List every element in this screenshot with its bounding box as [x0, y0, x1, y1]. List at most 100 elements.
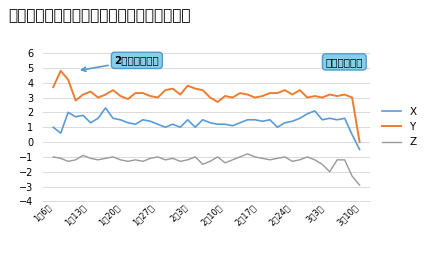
X — [260, 120, 265, 123]
X — [319, 118, 325, 121]
Y — [111, 89, 116, 92]
X — [111, 117, 116, 120]
X — [208, 121, 213, 124]
Y — [163, 89, 168, 92]
Text: 地震直前宮城県気仙沼に現れたプレスリップ: 地震直前宮城県気仙沼に現れたプレスリップ — [9, 8, 191, 23]
Z — [215, 155, 220, 158]
Y — [230, 96, 235, 99]
X — [170, 123, 175, 126]
X — [312, 109, 317, 112]
Z — [51, 155, 56, 158]
Y — [327, 93, 332, 96]
Z — [267, 158, 273, 161]
Y — [319, 96, 325, 99]
X — [357, 148, 362, 151]
X — [275, 126, 280, 129]
X — [193, 126, 198, 129]
Y — [237, 91, 243, 95]
Y — [260, 94, 265, 98]
X — [73, 115, 78, 118]
Y — [267, 91, 273, 95]
Text: 2か月前の前兆: 2か月前の前兆 — [82, 55, 159, 71]
Y — [118, 94, 123, 98]
X — [80, 114, 86, 117]
Z — [282, 155, 287, 158]
X — [118, 118, 123, 121]
X — [222, 123, 227, 126]
Y — [200, 89, 205, 92]
Y — [148, 94, 153, 98]
X — [342, 117, 347, 120]
X — [327, 117, 332, 120]
Z — [140, 160, 145, 163]
Y — [155, 96, 160, 99]
Z — [312, 158, 317, 161]
Z — [357, 183, 362, 187]
Z — [118, 158, 123, 161]
Z — [305, 155, 310, 158]
Y — [222, 94, 227, 98]
Z — [327, 170, 332, 173]
Z — [88, 157, 93, 160]
Z — [297, 158, 302, 161]
Y — [103, 93, 108, 96]
Y — [66, 78, 71, 81]
Z — [342, 158, 347, 161]
Y — [335, 94, 340, 98]
X — [95, 117, 101, 120]
X — [305, 112, 310, 116]
Y — [80, 93, 86, 96]
Z — [319, 163, 325, 166]
X — [148, 120, 153, 123]
Y — [350, 96, 355, 99]
X — [58, 131, 63, 135]
X — [140, 118, 145, 121]
Y — [126, 98, 131, 101]
X — [126, 121, 131, 124]
Z — [163, 158, 168, 161]
Z — [155, 155, 160, 158]
X — [230, 124, 235, 127]
Z — [103, 157, 108, 160]
Z — [260, 157, 265, 160]
Y — [215, 100, 220, 104]
Z — [148, 157, 153, 160]
X — [297, 117, 302, 120]
Z — [170, 157, 175, 160]
Y — [342, 93, 347, 96]
Y — [208, 96, 213, 99]
Z — [237, 155, 243, 158]
Z — [290, 160, 295, 163]
Z — [208, 160, 213, 163]
X — [200, 118, 205, 121]
X — [163, 126, 168, 129]
Y — [170, 87, 175, 90]
Z — [245, 152, 250, 156]
X — [133, 123, 138, 126]
Z — [350, 175, 355, 178]
X — [155, 123, 160, 126]
Legend: X, Y, Z: X, Y, Z — [378, 103, 421, 152]
X — [51, 126, 56, 129]
Z — [200, 163, 205, 166]
Z — [230, 158, 235, 161]
Y — [357, 140, 362, 144]
Z — [222, 161, 227, 164]
X — [237, 121, 243, 124]
X — [66, 111, 71, 114]
Y — [282, 89, 287, 92]
X — [282, 121, 287, 124]
Z — [126, 160, 131, 163]
Y — [297, 89, 302, 92]
Y — [140, 91, 145, 95]
Y — [88, 90, 93, 93]
Z — [178, 160, 183, 163]
Y — [178, 93, 183, 96]
Y — [252, 96, 258, 99]
Z — [95, 158, 101, 161]
Line: Z: Z — [53, 154, 359, 185]
X — [267, 118, 273, 121]
Y — [95, 96, 101, 99]
Line: Y: Y — [53, 71, 359, 142]
X — [178, 126, 183, 129]
